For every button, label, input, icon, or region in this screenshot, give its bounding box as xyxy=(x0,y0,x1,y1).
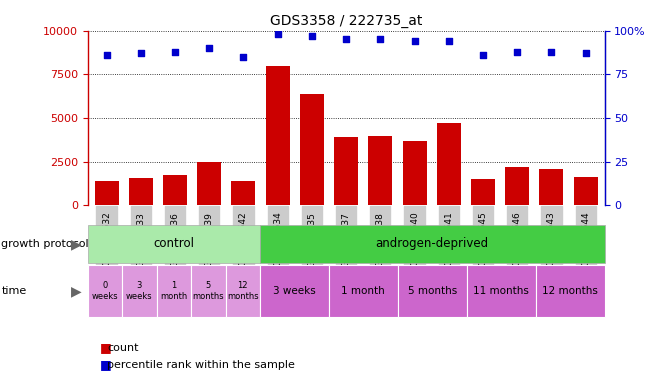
Text: 3
weeks: 3 weeks xyxy=(126,281,153,301)
Point xyxy=(341,36,351,43)
Text: 12 months: 12 months xyxy=(542,286,598,296)
Bar xyxy=(157,265,191,317)
Bar xyxy=(540,169,564,205)
Point xyxy=(136,50,146,56)
Bar xyxy=(266,66,290,205)
Bar xyxy=(163,175,187,205)
Bar xyxy=(129,178,153,205)
Bar xyxy=(260,225,604,263)
Bar xyxy=(402,141,426,205)
Point xyxy=(204,45,214,51)
Bar xyxy=(467,265,536,317)
Point xyxy=(239,54,249,60)
Bar xyxy=(300,94,324,205)
Point xyxy=(170,49,180,55)
Point xyxy=(546,49,556,55)
Text: 11 months: 11 months xyxy=(473,286,529,296)
Title: GDS3358 / 222735_at: GDS3358 / 222735_at xyxy=(270,14,422,28)
Point xyxy=(443,38,454,44)
Bar xyxy=(226,265,260,317)
Point xyxy=(307,33,317,39)
Text: 3 weeks: 3 weeks xyxy=(273,286,316,296)
Bar xyxy=(88,225,260,263)
Point xyxy=(580,50,591,56)
Bar xyxy=(197,162,221,205)
Text: 1
month: 1 month xyxy=(161,281,187,301)
Text: count: count xyxy=(107,343,138,353)
Bar xyxy=(437,123,461,205)
Text: percentile rank within the sample: percentile rank within the sample xyxy=(107,360,295,370)
Point xyxy=(375,36,385,43)
Point xyxy=(272,31,283,37)
Text: androgen-deprived: androgen-deprived xyxy=(376,237,489,250)
Text: time: time xyxy=(1,286,27,296)
Point xyxy=(478,52,488,58)
Bar xyxy=(329,265,398,317)
Bar xyxy=(88,265,122,317)
Text: control: control xyxy=(153,237,194,250)
Bar xyxy=(505,167,529,205)
Text: ■: ■ xyxy=(99,358,111,371)
Bar xyxy=(574,177,597,205)
Text: 5 months: 5 months xyxy=(408,286,457,296)
Bar xyxy=(260,265,329,317)
Bar xyxy=(369,136,393,205)
Bar xyxy=(471,179,495,205)
Text: ▶: ▶ xyxy=(71,237,81,251)
Point xyxy=(410,38,420,44)
Bar xyxy=(122,265,157,317)
Text: ■: ■ xyxy=(99,341,111,354)
Text: 1 month: 1 month xyxy=(341,286,385,296)
Bar xyxy=(536,265,605,317)
Text: 12
months: 12 months xyxy=(227,281,259,301)
Text: 5
months: 5 months xyxy=(192,281,224,301)
Bar xyxy=(191,265,226,317)
Bar xyxy=(334,137,358,205)
Text: 0
weeks: 0 weeks xyxy=(92,281,118,301)
Text: growth protocol: growth protocol xyxy=(1,239,89,249)
Point xyxy=(101,52,112,58)
Point xyxy=(512,49,523,55)
Bar xyxy=(398,265,467,317)
Text: ▶: ▶ xyxy=(71,284,81,298)
Bar xyxy=(231,181,255,205)
Bar xyxy=(95,181,118,205)
